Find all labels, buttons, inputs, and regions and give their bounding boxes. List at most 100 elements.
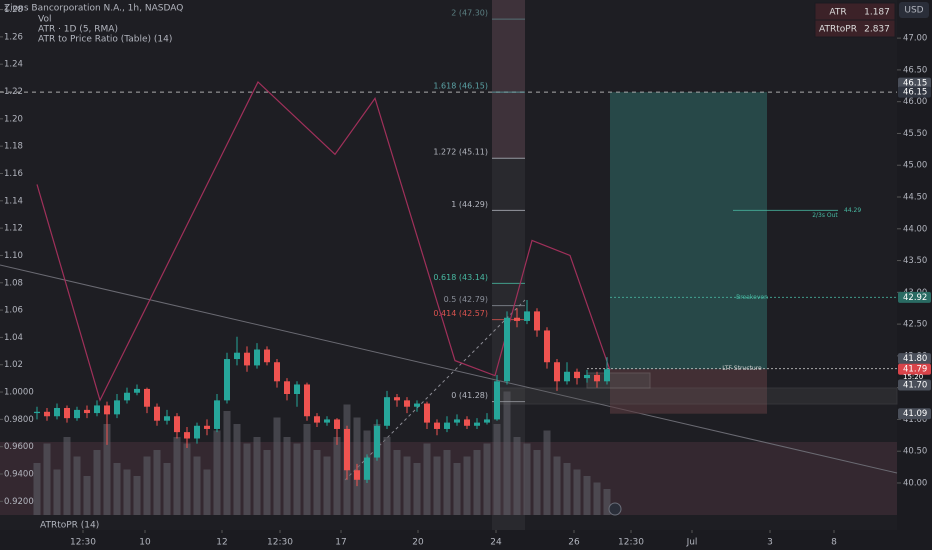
candle-body bbox=[494, 381, 500, 420]
price-badge-text: 46.15 bbox=[903, 79, 927, 89]
volume-bar bbox=[483, 443, 491, 515]
candle-body bbox=[464, 419, 470, 426]
candle-body bbox=[184, 432, 190, 439]
y2-tick-label: 1.16 bbox=[4, 169, 23, 179]
candle-body bbox=[484, 419, 490, 423]
y2-tick-label: 1.14 bbox=[4, 196, 23, 206]
candle-body bbox=[354, 470, 360, 480]
volume-bar bbox=[453, 463, 461, 515]
candle-body bbox=[254, 349, 260, 366]
y2-tick-label: 1.18 bbox=[4, 142, 23, 152]
candle-body bbox=[524, 311, 530, 321]
annotation-text: Breakeven bbox=[736, 294, 768, 301]
y2-tick-label: 0.9600 bbox=[4, 442, 34, 452]
x-tick-label: 10 bbox=[139, 538, 151, 548]
table-key: ATRtoPR bbox=[819, 25, 857, 35]
fib-label: 1.272 (45.11) bbox=[433, 148, 488, 157]
stop-zone bbox=[610, 369, 767, 414]
price-badge bbox=[898, 363, 931, 375]
price-badge-text: 41.70 bbox=[903, 380, 927, 390]
annotation-text: 2/3s Out bbox=[812, 212, 838, 219]
y-tick-label: 45.50 bbox=[903, 129, 927, 139]
candle-body bbox=[174, 416, 180, 433]
candle-body bbox=[104, 405, 110, 415]
candle-body bbox=[64, 407, 70, 419]
volume-bar bbox=[133, 476, 141, 515]
candle-body bbox=[194, 425, 200, 439]
candle-body bbox=[444, 422, 450, 429]
target-note: 44.29 bbox=[844, 207, 861, 214]
table-value: 1.187 bbox=[864, 8, 890, 18]
currency-box[interactable] bbox=[899, 2, 929, 18]
y-tick-label: 44.00 bbox=[903, 224, 927, 234]
volume-bar bbox=[153, 450, 161, 515]
candle-body bbox=[594, 374, 600, 382]
atr-line bbox=[36, 80, 611, 402]
volume-bar bbox=[423, 443, 431, 515]
currency[interactable]: USD bbox=[904, 6, 923, 16]
candle-body bbox=[144, 388, 150, 407]
volume-bar bbox=[83, 476, 91, 515]
y-tick-label: 44.50 bbox=[903, 193, 927, 203]
y-tick-label: 43.50 bbox=[903, 256, 927, 266]
table-row bbox=[814, 19, 896, 38]
candle-body bbox=[364, 457, 370, 480]
volume-bar bbox=[403, 456, 411, 515]
fib-label: 0 (41.28) bbox=[451, 391, 488, 400]
volume-bar bbox=[513, 437, 521, 515]
volume-bar bbox=[333, 437, 341, 515]
volume-bar bbox=[493, 424, 501, 515]
volume-bar bbox=[533, 450, 541, 515]
volume-bar bbox=[43, 443, 51, 515]
volume-bar bbox=[243, 443, 251, 515]
volume-bar bbox=[413, 463, 421, 515]
y2-tick-label: 1.02 bbox=[4, 360, 23, 370]
time-axis bbox=[0, 530, 897, 550]
volume-bar bbox=[143, 456, 151, 515]
candle-body bbox=[204, 425, 210, 429]
volume-bar bbox=[443, 450, 451, 515]
price-badge bbox=[898, 291, 931, 303]
candle-body bbox=[454, 419, 460, 423]
candle-body bbox=[224, 359, 230, 401]
x-tick-label: 20 bbox=[412, 538, 424, 548]
volume-bar bbox=[223, 411, 231, 515]
candle-body bbox=[314, 416, 320, 423]
price-badge-text: 42.92 bbox=[903, 293, 927, 303]
volume-bar bbox=[383, 437, 391, 515]
candle-body bbox=[554, 362, 560, 382]
candle-body bbox=[234, 352, 240, 360]
y2-tick-label: 1.04 bbox=[4, 333, 23, 343]
pane-label: ATRtoPR (14) bbox=[40, 521, 99, 531]
alert-icon[interactable] bbox=[608, 502, 622, 516]
candle-body bbox=[134, 388, 140, 393]
fib-label: 2 (47.30) bbox=[451, 9, 488, 18]
volume-bar bbox=[233, 424, 241, 515]
candle-body bbox=[514, 317, 520, 321]
y-tick-label: 46.00 bbox=[903, 97, 927, 107]
y-tick-label: 42.50 bbox=[903, 320, 927, 330]
candle-body bbox=[214, 400, 220, 429]
candle-body bbox=[384, 397, 390, 426]
target-zone bbox=[610, 92, 767, 370]
candle-body bbox=[474, 422, 480, 426]
volume-bar bbox=[213, 430, 221, 515]
price-badge-text: 41.80 bbox=[903, 354, 927, 364]
price-badge-text: 41.09 bbox=[903, 409, 927, 419]
y2-tick-label: 0.9800 bbox=[4, 415, 34, 425]
volume-bar bbox=[393, 450, 401, 515]
legend-item: Vol bbox=[38, 15, 51, 25]
candle-body bbox=[124, 392, 130, 401]
y2-tick-label: 1.28 bbox=[4, 5, 23, 15]
price-badge-text: 41.79 bbox=[903, 365, 927, 375]
candle-body bbox=[344, 428, 350, 471]
volume-bar bbox=[253, 437, 261, 515]
x-tick-label: Jul bbox=[686, 538, 698, 548]
volume-bar bbox=[113, 463, 121, 515]
price-badge-text: 46.15 bbox=[903, 88, 927, 98]
candle-body bbox=[534, 311, 540, 331]
volume-bar bbox=[473, 450, 481, 515]
candle-body bbox=[114, 400, 120, 415]
